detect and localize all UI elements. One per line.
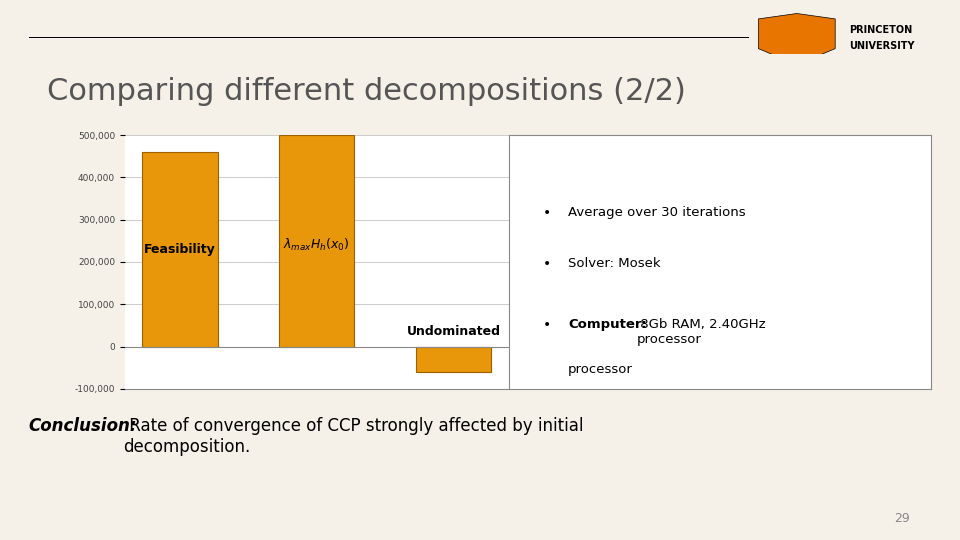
Text: Solver: Mosek: Solver: Mosek (568, 257, 660, 270)
Text: Comparing different decompositions (2/2): Comparing different decompositions (2/2) (47, 77, 685, 106)
Text: processor: processor (568, 363, 633, 376)
Text: •: • (542, 257, 551, 271)
Text: $\lambda_{max}H_h(x_0)$: $\lambda_{max}H_h(x_0)$ (283, 237, 350, 253)
Text: PRINCETON: PRINCETON (849, 25, 912, 35)
Text: Feasibility: Feasibility (144, 242, 216, 256)
Polygon shape (758, 14, 835, 65)
Bar (279, 135, 354, 347)
Text: •: • (542, 318, 551, 332)
Text: Rate of convergence of CCP strongly affected by initial
decomposition.: Rate of convergence of CCP strongly affe… (124, 417, 583, 456)
Bar (416, 347, 492, 372)
Text: UNIVERSITY: UNIVERSITY (849, 41, 914, 51)
Text: Undominated: Undominated (407, 325, 501, 338)
Text: Conclusion:: Conclusion: (29, 417, 137, 435)
Text: Computer:: Computer: (568, 318, 647, 330)
Text: •: • (542, 206, 551, 220)
Text: 29: 29 (895, 512, 910, 525)
Bar (142, 152, 218, 347)
Text: 8Gb RAM, 2.40GHz
processor: 8Gb RAM, 2.40GHz processor (636, 318, 766, 346)
Text: Average over 30 iterations: Average over 30 iterations (568, 206, 746, 219)
